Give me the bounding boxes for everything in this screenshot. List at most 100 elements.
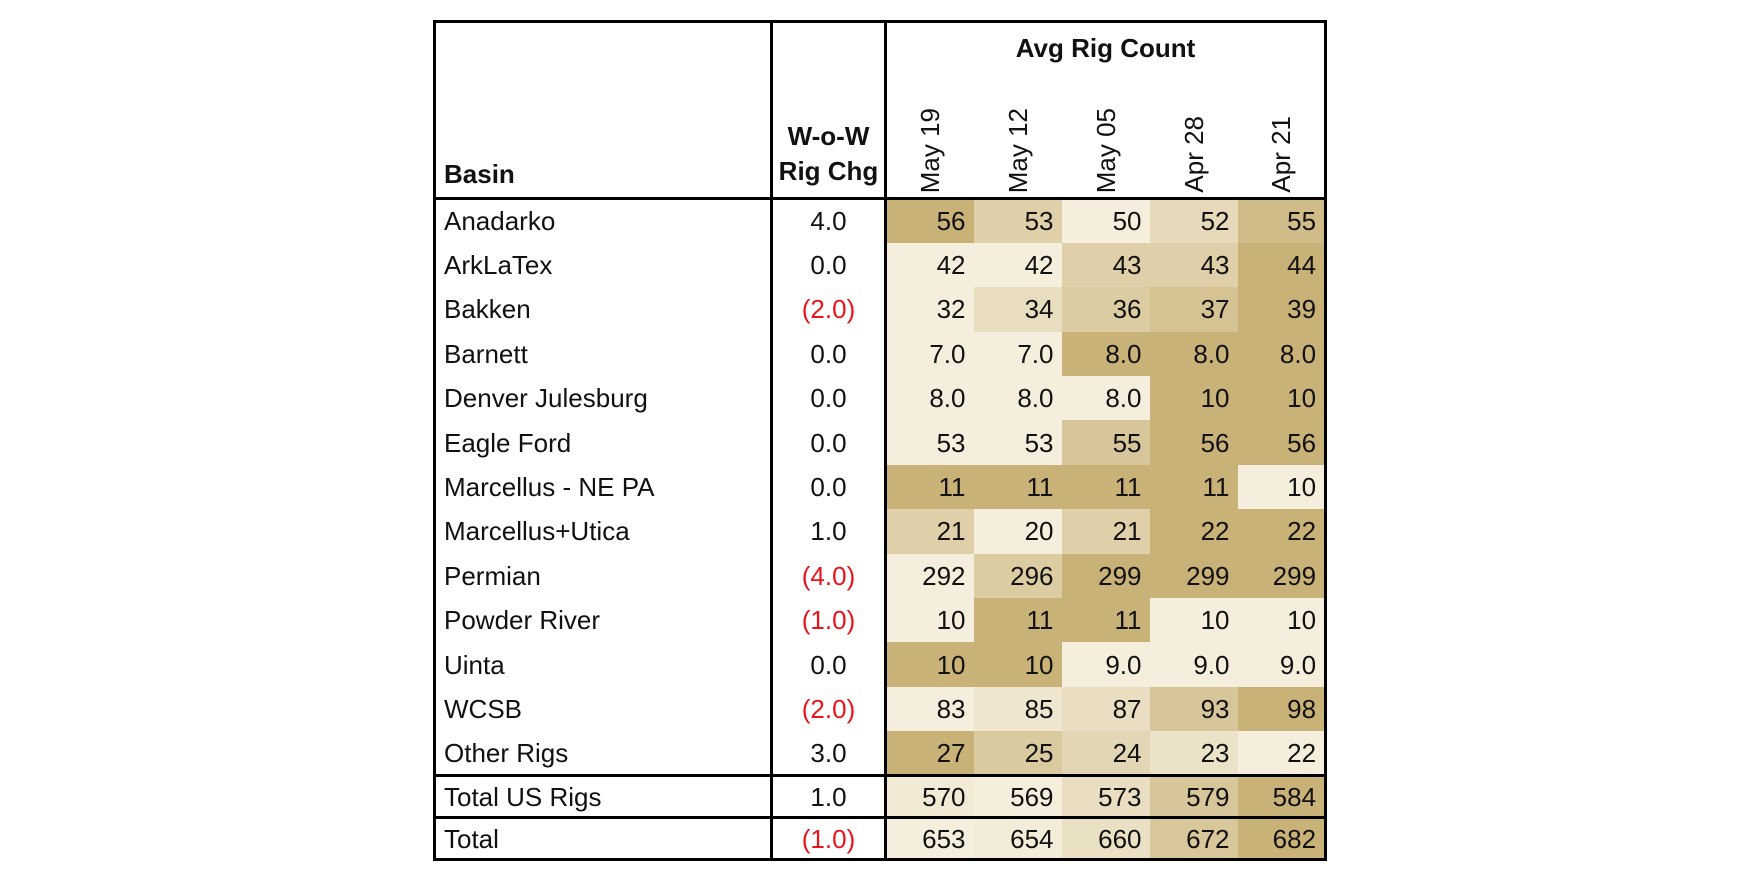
week-label: May 05 xyxy=(1090,107,1121,193)
rig-count-cell: 85 xyxy=(973,686,1062,732)
wow-rig-change: (2.0) xyxy=(771,287,887,332)
rig-count-cell: 11 xyxy=(973,598,1062,643)
wow-rig-change: 0.0 xyxy=(771,331,887,377)
basin-name: Total xyxy=(434,816,773,860)
wow-rig-change: 3.0 xyxy=(771,731,887,776)
rig-count-cell: 56 xyxy=(885,198,974,243)
basin-name: Powder River xyxy=(434,598,773,643)
rig-count-cell: 20 xyxy=(973,509,1062,554)
wow-rig-change: 1.0 xyxy=(771,774,887,818)
rig-count-cell: 22 xyxy=(1237,731,1326,776)
wow-rig-change: (2.0) xyxy=(771,686,887,732)
basin-row: ArkLaTex 0.0 42 42 43 43 44 xyxy=(434,242,1326,288)
rig-count-cell: 10 xyxy=(1237,464,1326,510)
basin-name: Marcellus - NE PA xyxy=(434,464,773,510)
rig-count-cell: 34 xyxy=(973,287,1062,332)
rig-count-cell: 292 xyxy=(885,553,974,599)
basin-row: Powder River (1.0) 10 11 11 10 10 xyxy=(434,598,1326,643)
rig-count-cell: 98 xyxy=(1237,686,1326,732)
basin-row: Marcellus - NE PA 0.0 11 11 11 11 10 xyxy=(434,464,1326,510)
rig-count-cell: 53 xyxy=(973,198,1062,243)
rig-count-cell: 32 xyxy=(885,287,974,332)
rig-count-cell: 10 xyxy=(885,598,974,643)
wow-header-line1: W-o-W xyxy=(787,120,870,151)
rig-count-table: Basin W-o-W Rig Chg Avg Rig Count May 19… xyxy=(433,20,1328,862)
rig-count-cell: 9.0 xyxy=(1237,642,1326,687)
rig-count-cell: 55 xyxy=(1237,198,1326,243)
basin-name: Bakken xyxy=(434,287,773,332)
rig-count-cell: 22 xyxy=(1149,509,1238,554)
rig-count-cell: 8.0 xyxy=(1149,331,1238,377)
wow-header-line2: Rig Chg xyxy=(778,155,879,186)
basin-name: Uinta xyxy=(434,642,773,687)
rig-count-cell: 56 xyxy=(1149,420,1238,465)
basin-name: Other Rigs xyxy=(434,731,773,776)
wow-rig-change: (1.0) xyxy=(771,598,887,643)
basin-name: ArkLaTex xyxy=(434,242,773,288)
basin-name: WCSB xyxy=(434,686,773,732)
rig-count-cell: 296 xyxy=(973,553,1062,599)
rig-count-cell: 584 xyxy=(1237,774,1326,818)
total-row: Total (1.0) 653 654 660 672 682 xyxy=(434,816,1326,860)
rig-count-cell: 44 xyxy=(1237,242,1326,288)
rig-count-cell: 672 xyxy=(1149,816,1238,860)
week-header: May 05 xyxy=(1061,73,1150,200)
rig-count-cell: 8.0 xyxy=(885,376,974,421)
basin-row: Denver Julesburg 0.0 8.0 8.0 8.0 10 10 xyxy=(434,376,1326,421)
basin-name: Eagle Ford xyxy=(434,420,773,465)
basin-row: Uinta 0.0 10 10 9.0 9.0 9.0 xyxy=(434,642,1326,687)
rig-count-cell: 22 xyxy=(1237,509,1326,554)
rig-count-cell: 299 xyxy=(1149,553,1238,599)
rig-count-cell: 87 xyxy=(1061,686,1150,732)
rig-count-cell: 83 xyxy=(885,686,974,732)
wow-rig-change-header: W-o-W Rig Chg xyxy=(771,21,887,200)
rig-count-cell: 52 xyxy=(1149,198,1238,243)
wow-rig-change: (4.0) xyxy=(771,553,887,599)
rig-count-cell: 42 xyxy=(885,242,974,288)
rig-count-cell: 43 xyxy=(1149,242,1238,288)
rig-count-cell: 7.0 xyxy=(885,331,974,377)
rig-count-cell: 660 xyxy=(1061,816,1150,860)
rig-count-cell: 11 xyxy=(973,464,1062,510)
rig-count-cell: 654 xyxy=(973,816,1062,860)
week-label: Apr 28 xyxy=(1178,116,1209,193)
rig-count-cell: 50 xyxy=(1061,198,1150,243)
basin-row: Eagle Ford 0.0 53 53 55 56 56 xyxy=(434,420,1326,465)
rig-count-cell: 570 xyxy=(885,774,974,818)
rig-count-cell: 21 xyxy=(1061,509,1150,554)
wow-rig-change: 1.0 xyxy=(771,509,887,554)
rig-count-cell: 27 xyxy=(885,731,974,776)
rig-count-cell: 42 xyxy=(973,242,1062,288)
rig-count-cell: 36 xyxy=(1061,287,1150,332)
rig-count-cell: 21 xyxy=(885,509,974,554)
rig-count-cell: 10 xyxy=(1149,376,1238,421)
rig-count-cell: 43 xyxy=(1061,242,1150,288)
rig-count-cell: 53 xyxy=(973,420,1062,465)
rig-count-cell: 569 xyxy=(973,774,1062,818)
rig-count-cell: 55 xyxy=(1061,420,1150,465)
basin-name: Permian xyxy=(434,553,773,599)
wow-rig-change: (1.0) xyxy=(771,816,887,860)
rig-count-cell: 11 xyxy=(1061,598,1150,643)
rig-count-cell: 9.0 xyxy=(1061,642,1150,687)
week-label: May 12 xyxy=(1002,107,1033,193)
rig-count-cell: 579 xyxy=(1149,774,1238,818)
rig-count-cell: 37 xyxy=(1149,287,1238,332)
rig-count-cell: 10 xyxy=(973,642,1062,687)
basin-row: Other Rigs 3.0 27 25 24 23 22 xyxy=(434,731,1326,776)
rig-count-cell: 10 xyxy=(885,642,974,687)
rig-count-cell: 9.0 xyxy=(1149,642,1238,687)
basin-row: Barnett 0.0 7.0 7.0 8.0 8.0 8.0 xyxy=(434,331,1326,377)
rig-count-cell: 299 xyxy=(1237,553,1326,599)
basin-name: Barnett xyxy=(434,331,773,377)
week-header: May 12 xyxy=(973,73,1062,200)
avg-rig-count-header: Avg Rig Count xyxy=(1015,33,1196,63)
rig-count-cell: 10 xyxy=(1237,598,1326,643)
rig-count-cell: 56 xyxy=(1237,420,1326,465)
rig-count-cell: 299 xyxy=(1061,553,1150,599)
rig-count-cell: 53 xyxy=(885,420,974,465)
rig-count-cell: 39 xyxy=(1237,287,1326,332)
basin-name: Denver Julesburg xyxy=(434,376,773,421)
rig-count-cell: 11 xyxy=(1061,464,1150,510)
week-header: May 19 xyxy=(885,73,974,200)
